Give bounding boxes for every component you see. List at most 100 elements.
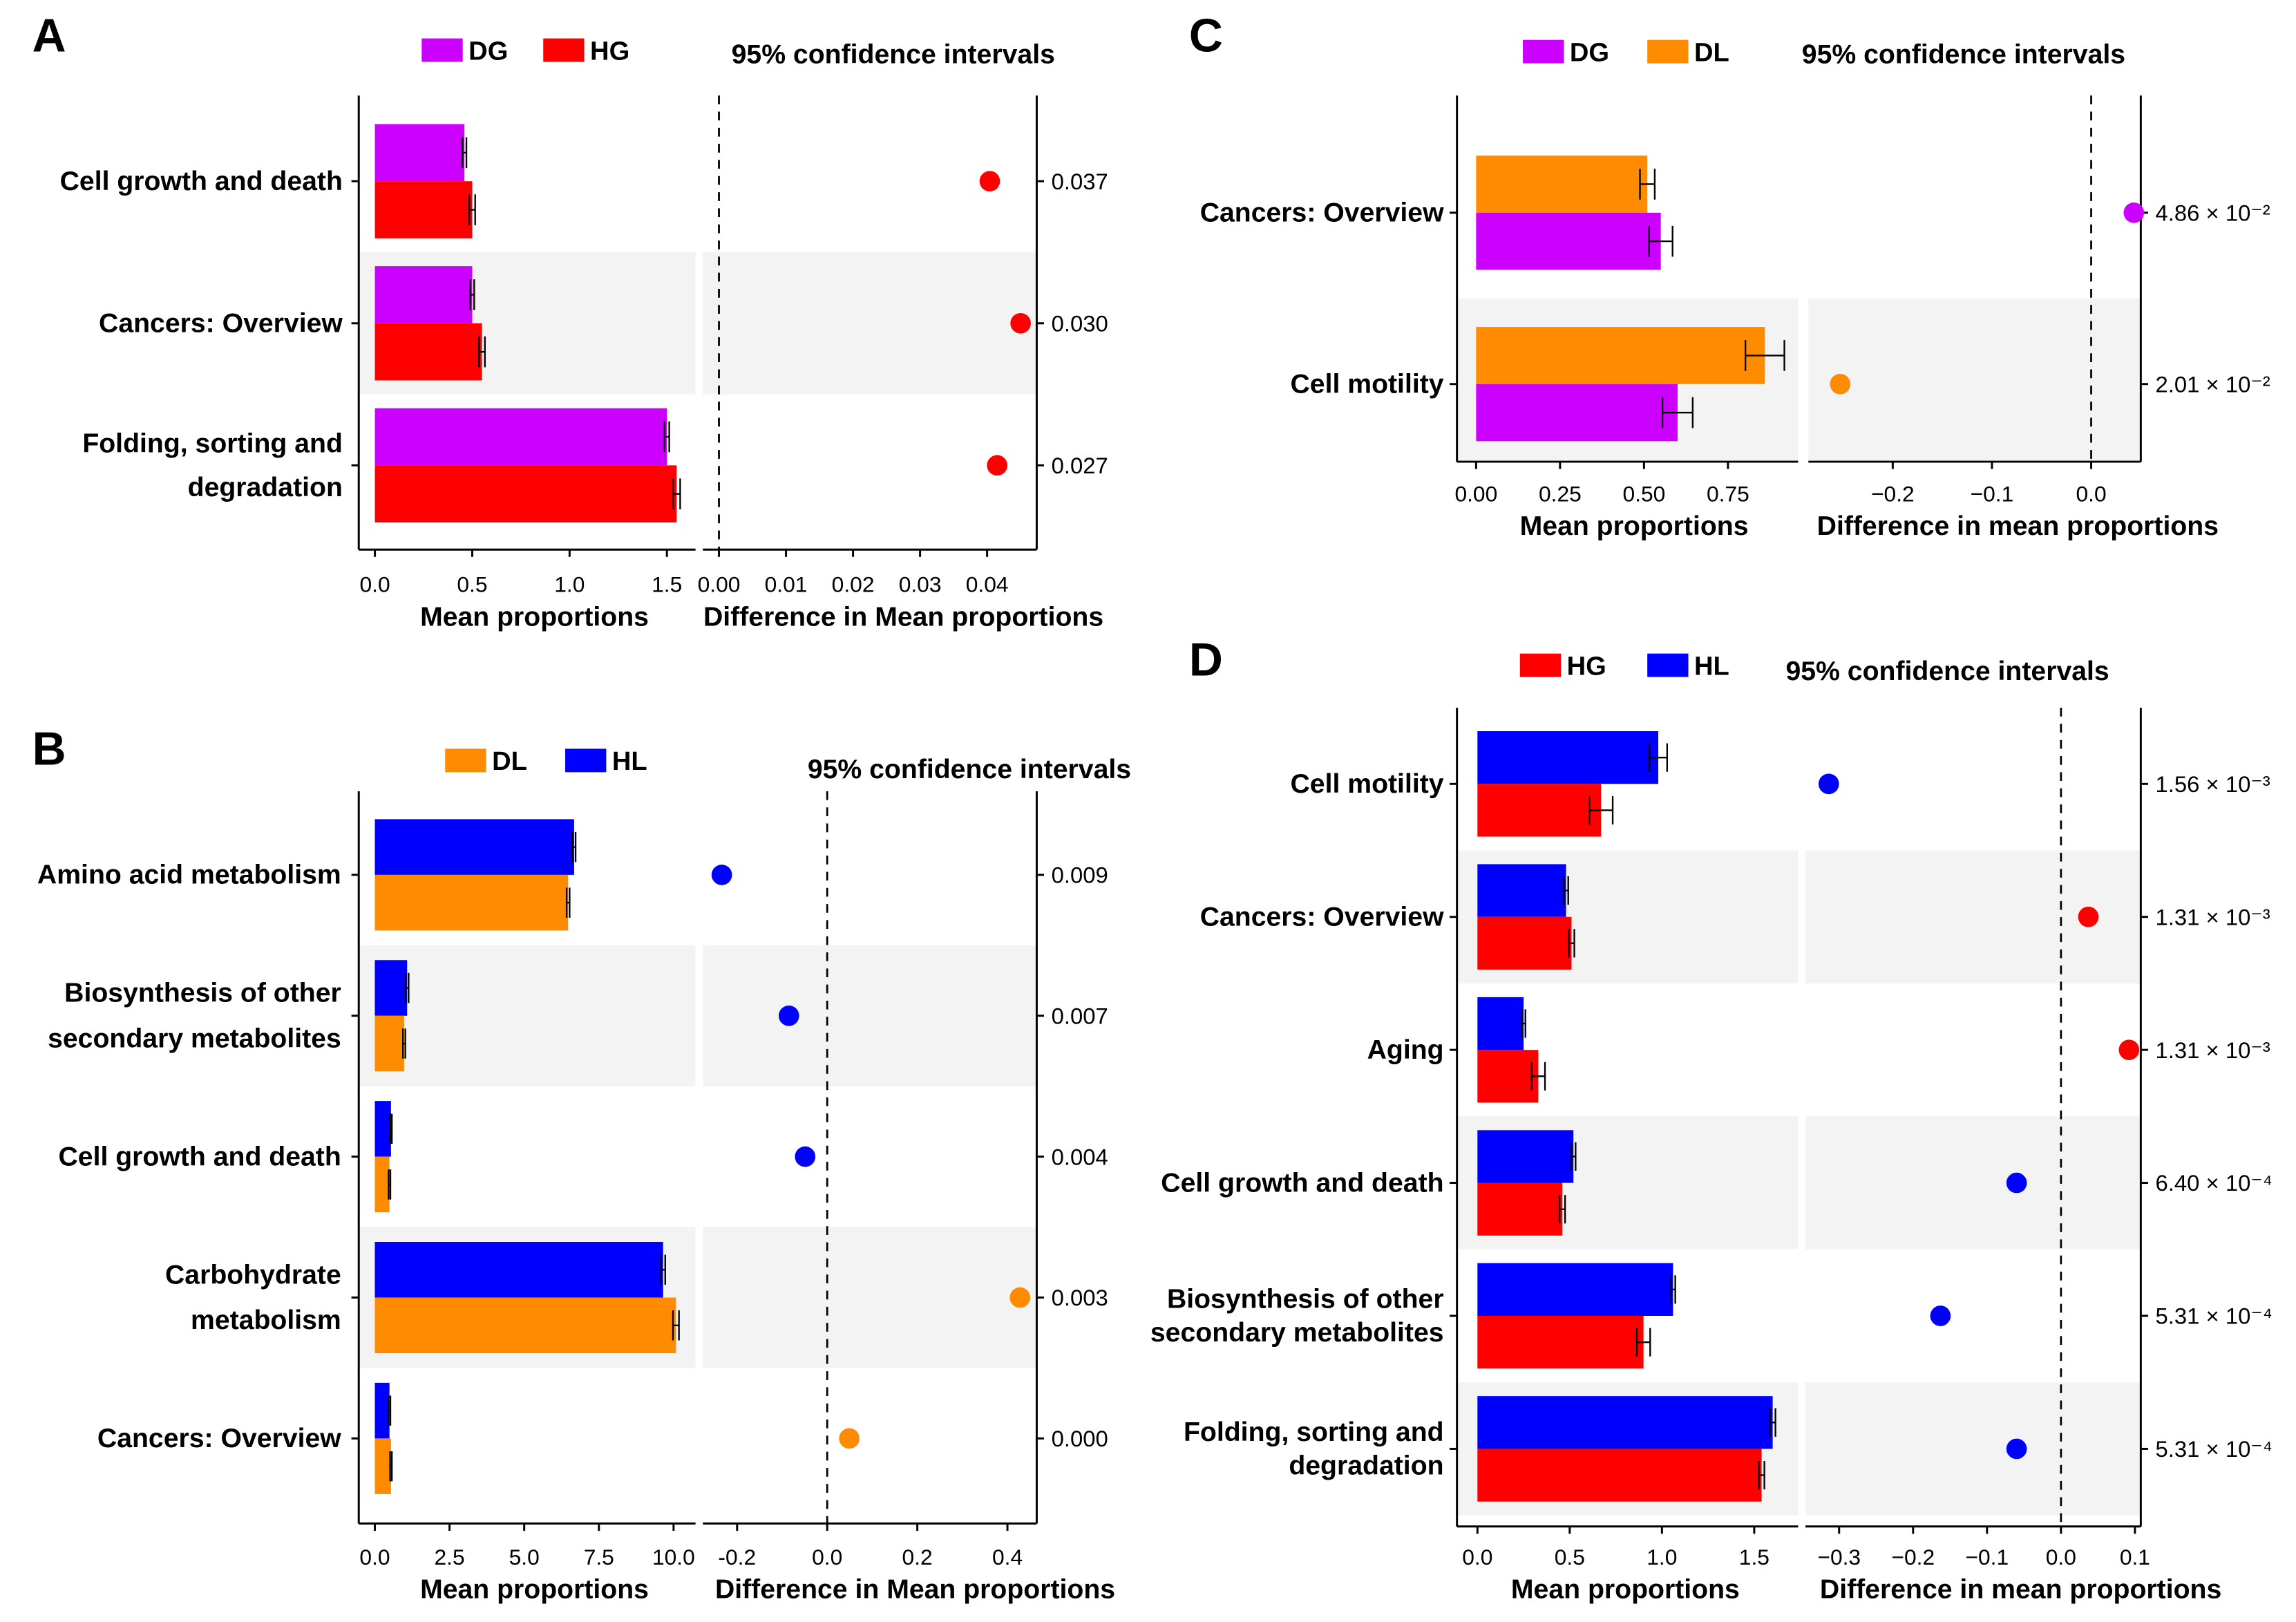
row-band-right-cell-motility bbox=[1808, 298, 2141, 462]
left-x-axis-label: Mean proportions bbox=[420, 1575, 649, 1605]
p-value-label-cancers-overview: 0.000 bbox=[1052, 1426, 1108, 1451]
category-label-cell-motility: Cell motility bbox=[1290, 769, 1443, 799]
legend-swatch-hg bbox=[1519, 653, 1562, 677]
left-x-tick-label: 1.5 bbox=[652, 572, 682, 597]
difference-point-biosynthesis-of-other-secondary-metabolites bbox=[778, 1005, 799, 1026]
bar-hg-cell-growth-and-death bbox=[374, 181, 473, 238]
bar-hg-folding-sorting-and-degradation bbox=[1477, 1449, 1762, 1502]
left-x-tick-label: 0.50 bbox=[1622, 481, 1665, 506]
legend-label-hl: HL bbox=[1694, 651, 1729, 681]
right-x-tick-label: 0.00 bbox=[698, 572, 741, 597]
right-x-axis-label: Difference in Mean proportions bbox=[703, 602, 1103, 632]
difference-point-cancers-overview bbox=[839, 1428, 860, 1449]
bar-hl-carbohydrate-metabolism bbox=[374, 1241, 663, 1298]
right-x-tick-label: 0.02 bbox=[832, 572, 875, 597]
left-x-tick-label: 1.0 bbox=[554, 572, 585, 597]
p-value-label-cell-motility: 2.01 × 10⁻² bbox=[2156, 371, 2270, 397]
right-x-tick-label: −0.3 bbox=[1817, 1545, 1861, 1569]
right-x-tick-label: 0.04 bbox=[966, 572, 1009, 597]
category-label-cancers-overview: Cancers: Overview bbox=[97, 1424, 341, 1453]
right-x-tick-label: 0.03 bbox=[899, 572, 942, 597]
difference-point-folding-sorting-and-degradation bbox=[2006, 1438, 2027, 1460]
left-x-axis-label: Mean proportions bbox=[420, 602, 649, 632]
bar-hl-cancers-overview bbox=[1477, 864, 1566, 917]
left-x-tick-label: 7.5 bbox=[584, 1545, 614, 1569]
category-label-folding-sorting-and-degradation: Folding, sorting and bbox=[1184, 1417, 1444, 1447]
bar-dl-cell-motility bbox=[1476, 327, 1765, 384]
p-value-label-cell-growth-and-death: 6.40 × 10⁻⁴ bbox=[2156, 1170, 2273, 1196]
bar-hl-folding-sorting-and-degradation bbox=[1477, 1396, 1773, 1449]
p-value-label-amino-acid-metabolism: 0.009 bbox=[1052, 862, 1108, 888]
panel-letter: D bbox=[1189, 634, 1223, 686]
bar-dl-cancers-overview bbox=[374, 1438, 391, 1494]
row-band-right-cancers-overview bbox=[703, 252, 1037, 395]
difference-point-biosynthesis-of-other-secondary-metabolites bbox=[1930, 1305, 1951, 1326]
confidence-interval-title: 95% confidence intervals bbox=[1785, 657, 2109, 686]
bar-dg-folding-sorting-and-degradation bbox=[374, 408, 667, 466]
left-x-tick-label: 0.25 bbox=[1539, 481, 1582, 506]
left-x-tick-label: 0.5 bbox=[457, 572, 487, 597]
difference-point-cell-motility bbox=[1830, 373, 1851, 395]
left-x-tick-label: 0.5 bbox=[1555, 1545, 1585, 1569]
difference-point-aging bbox=[2118, 1039, 2140, 1060]
bar-hg-folding-sorting-and-degradation bbox=[374, 465, 677, 523]
category-label-folding-sorting-and-degradation: Folding, sorting and bbox=[82, 428, 343, 458]
panel-a: 0.0 0.5 1.0 1.5 0.00 0.01 0.02 0.03 0.04 Cell gro… bbox=[32, 10, 1108, 632]
category-label-cell-motility: Cell motility bbox=[1290, 369, 1443, 399]
difference-point-cancers-overview bbox=[2123, 202, 2145, 223]
panel-letter: A bbox=[32, 10, 66, 62]
bar-hg-cell-motility bbox=[1477, 784, 1602, 837]
p-value-label-cell-growth-and-death: 0.037 bbox=[1052, 169, 1108, 194]
bar-dl-cancers-overview bbox=[1476, 155, 1648, 213]
row-band-right-carbohydrate-metabolism bbox=[703, 1227, 1037, 1368]
left-x-axis-label: Mean proportions bbox=[1511, 1575, 1740, 1605]
right-x-tick-label: 0.2 bbox=[902, 1545, 933, 1569]
bar-hl-biosynthesis-of-other-secondary-metabolites bbox=[374, 960, 408, 1016]
category-label-cancers-overview: Cancers: Overview bbox=[1200, 902, 1444, 932]
bar-hl-cell-growth-and-death bbox=[1477, 1130, 1574, 1183]
category-label-folding-sorting-and-degradation: degradation bbox=[188, 473, 343, 502]
category-label-cell-growth-and-death: Cell growth and death bbox=[1161, 1168, 1443, 1198]
p-value-label-folding-sorting-and-degradation: 5.31 × 10⁻⁴ bbox=[2156, 1436, 2273, 1462]
p-value-label-cell-motility: 1.56 × 10⁻³ bbox=[2156, 771, 2270, 797]
legend-label-hg: HG bbox=[1567, 651, 1606, 681]
left-x-tick-label: 0.0 bbox=[360, 572, 390, 597]
category-label-cancers-overview: Cancers: Overview bbox=[99, 309, 343, 339]
row-band-right-cell-growth-and-death bbox=[1805, 1116, 2141, 1249]
difference-point-carbohydrate-metabolism bbox=[1009, 1287, 1031, 1308]
right-x-tick-label: 0.0 bbox=[812, 1545, 842, 1569]
right-x-tick-label: −0.1 bbox=[1971, 481, 2014, 506]
panel-letter: B bbox=[32, 724, 66, 775]
p-value-label-biosynthesis-of-other-secondary-metabolites: 0.007 bbox=[1052, 1003, 1108, 1028]
difference-point-folding-sorting-and-degradation bbox=[987, 455, 1008, 476]
left-x-tick-label: 0.75 bbox=[1707, 481, 1749, 506]
legend-label-dl: DL bbox=[1694, 37, 1729, 67]
difference-point-cell-growth-and-death bbox=[795, 1146, 816, 1167]
row-band-left-biosynthesis-of-other-secondary-metabolites bbox=[359, 945, 696, 1086]
difference-point-cell-motility bbox=[1818, 773, 1839, 795]
right-x-tick-label: 0.0 bbox=[2046, 1545, 2076, 1569]
legend-swatch-dg bbox=[1523, 39, 1564, 64]
right-x-tick-label: 0.4 bbox=[992, 1545, 1023, 1569]
difference-point-cell-growth-and-death bbox=[2006, 1172, 2027, 1194]
p-value-label-cancers-overview: 0.030 bbox=[1052, 310, 1108, 336]
left-x-tick-label: 10.0 bbox=[652, 1545, 695, 1569]
legend-label-hl: HL bbox=[612, 746, 647, 776]
right-x-axis-label: Difference in Mean proportions bbox=[715, 1575, 1115, 1605]
category-label-cancers-overview: Cancers: Overview bbox=[1200, 198, 1444, 227]
left-x-tick-label: 0.00 bbox=[1454, 481, 1497, 506]
right-x-tick-label: 0.0 bbox=[2076, 481, 2106, 506]
bar-hl-cell-motility bbox=[1477, 731, 1659, 784]
category-label-cell-growth-and-death: Cell growth and death bbox=[60, 167, 343, 196]
p-value-label-aging: 1.31 × 10⁻³ bbox=[2156, 1037, 2270, 1063]
row-band-right-folding-sorting-and-degradation bbox=[1805, 1382, 2141, 1516]
legend-label-dl: DL bbox=[492, 746, 527, 776]
panel-d: 0.0 0.5 1.0 1.5 −0.3 −0.2 −0.1 0.0 0.1 Cell motil… bbox=[1150, 634, 2273, 1604]
category-label-folding-sorting-and-degradation: degradation bbox=[1289, 1451, 1443, 1481]
confidence-interval-title: 95% confidence intervals bbox=[1802, 40, 2125, 70]
p-value-label-cell-growth-and-death: 0.004 bbox=[1052, 1144, 1108, 1169]
category-label-amino-acid-metabolism: Amino acid metabolism bbox=[37, 860, 341, 890]
category-label-carbohydrate-metabolism: metabolism bbox=[191, 1305, 341, 1335]
difference-point-cancers-overview bbox=[1010, 312, 1031, 334]
